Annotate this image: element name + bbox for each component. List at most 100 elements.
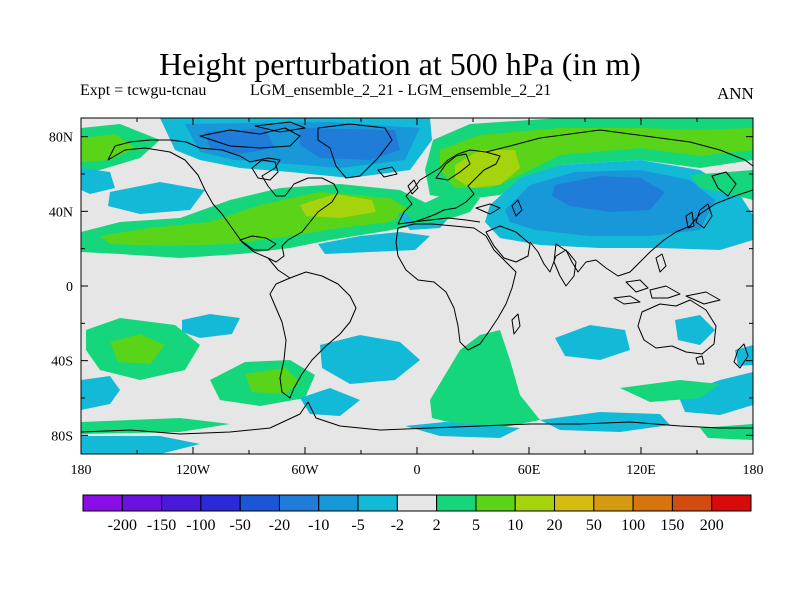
contour-negative-south-atlantic bbox=[320, 335, 420, 384]
colorbar-swatch bbox=[396, 494, 438, 512]
colorbar-label: -150 bbox=[147, 517, 176, 534]
contour-negative-arctic-canada-inner bbox=[300, 128, 400, 160]
colorbar-label: 20 bbox=[547, 517, 563, 534]
colorbar-label: 2 bbox=[433, 517, 441, 534]
colorbar-label: -100 bbox=[186, 517, 215, 534]
case-comparison-label: LGM_ensemble_2_21 - LGM_ensemble_2_21 bbox=[250, 82, 552, 99]
colorbar-swatch bbox=[711, 494, 752, 512]
colorbar-swatch bbox=[318, 494, 359, 512]
x-tick-label: 120E bbox=[626, 463, 656, 478]
colorbar-label: 100 bbox=[621, 517, 645, 534]
contour-negative-north-pacific bbox=[108, 182, 205, 214]
experiment-label: Expt = tcwgu-tcnau bbox=[80, 82, 207, 99]
coastline-scandinavia bbox=[435, 153, 471, 181]
colorbar-label: -200 bbox=[108, 517, 137, 534]
contour-positive-scandinavia-core bbox=[455, 150, 520, 188]
colorbar-label: 150 bbox=[660, 517, 684, 534]
coastline-south-america bbox=[269, 271, 357, 399]
coastline-new-zealand bbox=[733, 343, 749, 369]
x-tick-label: 120W bbox=[176, 463, 211, 478]
contour-negative-east-pacific-edge bbox=[81, 168, 115, 194]
contour-negative-tropical-atlantic bbox=[318, 232, 430, 254]
coastline-madagascar bbox=[511, 313, 521, 335]
coastline-black-caspian bbox=[475, 199, 523, 217]
coastline-iceland bbox=[377, 166, 398, 178]
contour-positive-bering-inner bbox=[81, 134, 135, 162]
coastline-australia bbox=[637, 299, 717, 355]
coastline-british-isles bbox=[407, 179, 419, 195]
x-tick-label: 60W bbox=[291, 463, 319, 478]
season-label: ANN bbox=[717, 84, 754, 103]
colorbar-swatch bbox=[593, 494, 634, 512]
contour-negative-australia-east bbox=[675, 315, 715, 345]
colorbar-swatch bbox=[239, 494, 280, 512]
colorbar-swatch bbox=[475, 494, 516, 512]
coastline-mediterranean bbox=[411, 217, 481, 223]
coastline-arabia bbox=[485, 225, 531, 263]
colorbar-label: 200 bbox=[700, 517, 724, 534]
coastline-philippines bbox=[655, 253, 667, 273]
contour-positive-south-america-inner bbox=[245, 368, 300, 394]
colorbar-swatch bbox=[82, 494, 123, 512]
colorbar-label: -50 bbox=[230, 517, 251, 534]
map-title: Height perturbation at 500 hPa (in m) bbox=[159, 46, 641, 82]
coastline-korea bbox=[685, 211, 695, 229]
coastline-tasmania bbox=[695, 355, 705, 365]
colorbar-label: -5 bbox=[351, 517, 364, 534]
coastline-india bbox=[553, 243, 577, 287]
contour-negative-asia-core bbox=[552, 176, 665, 212]
contour-negative-south-pacific-west bbox=[81, 376, 120, 410]
y-tick-label: 40N bbox=[49, 205, 73, 220]
y-tick-label: 80N bbox=[49, 131, 73, 146]
x-tick-label: 180 bbox=[743, 463, 764, 478]
colorbar-swatch bbox=[121, 494, 163, 512]
colorbar-swatch bbox=[278, 494, 320, 512]
contour-negative-antarctic-strip bbox=[81, 436, 200, 454]
contour-positive-north-pacific-east bbox=[690, 170, 753, 200]
colorbar-label: 10 bbox=[507, 517, 523, 534]
contour-positive-north-atlantic-core bbox=[300, 194, 376, 218]
coastline-europe bbox=[397, 149, 501, 225]
coastline-maritime-continent bbox=[613, 279, 721, 305]
coastline-kamchatka bbox=[711, 171, 737, 197]
axis-ticks: 180 120W 60W 0 60E 120E 180 80N 40N 0 40S 80S bbox=[49, 118, 764, 478]
coastline-antarctica bbox=[81, 401, 753, 435]
x-tick-label: 0 bbox=[414, 463, 421, 478]
contour-positive-north-africa bbox=[405, 196, 480, 224]
coastline-hudson-bay bbox=[251, 159, 279, 181]
colorbar-label: 5 bbox=[472, 517, 480, 534]
coastline-central-america bbox=[267, 257, 291, 279]
contour-negative-south-pacific-east bbox=[678, 372, 753, 415]
coastline-layer bbox=[81, 121, 753, 435]
contour-positive-eurasian-arctic-inner bbox=[440, 128, 753, 188]
colorbar-swatch bbox=[671, 494, 713, 512]
coastline-north-america bbox=[107, 139, 339, 263]
colorbar-swatch bbox=[554, 494, 595, 512]
colorbar-swatch bbox=[200, 494, 241, 512]
y-tick-label: 80S bbox=[51, 429, 73, 444]
colorbar-swatch bbox=[436, 494, 477, 512]
coastline-japan bbox=[695, 203, 713, 229]
colorbar-swatch bbox=[161, 494, 202, 512]
contour-negative-south-pacific bbox=[182, 314, 240, 338]
coastline-asia bbox=[485, 129, 753, 277]
colorbar-label: -20 bbox=[269, 517, 290, 534]
y-tick-label: 0 bbox=[66, 280, 73, 295]
coastline-gulf-of-mexico bbox=[239, 235, 277, 251]
coastline-greenland bbox=[317, 123, 393, 179]
contour-negative-south-atlantic-south bbox=[300, 388, 360, 416]
contour-positive-sw-pacific-inner bbox=[110, 334, 165, 364]
colorbar: -200 -150 -100 -50 -20 -10 -5 -2 2 5 10 20 50 100 150 2… bbox=[82, 494, 752, 534]
x-tick-label: 180 bbox=[71, 463, 92, 478]
contour-positive-antarctic-indian bbox=[620, 380, 720, 402]
coastline-africa bbox=[395, 223, 517, 351]
colorbar-swatch bbox=[357, 494, 398, 512]
contour-fill-layer bbox=[81, 118, 753, 454]
colorbar-label: -10 bbox=[308, 517, 329, 534]
x-tick-label: 60E bbox=[518, 463, 541, 478]
y-tick-label: 40S bbox=[51, 355, 73, 370]
contour-negative-antarctic-indian bbox=[540, 412, 670, 432]
coastline-arctic-islands bbox=[199, 121, 306, 149]
colorbar-label: 50 bbox=[586, 517, 602, 534]
